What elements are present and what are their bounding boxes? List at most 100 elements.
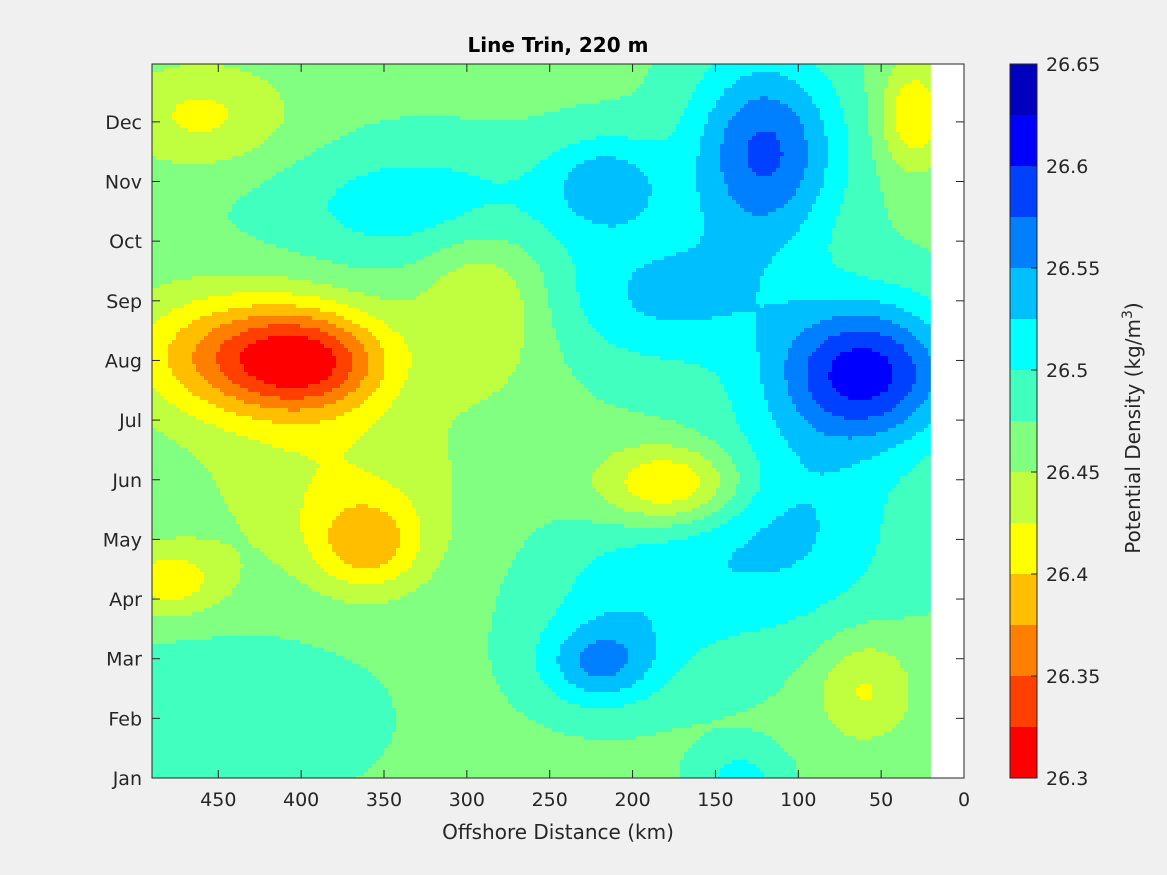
contour-cell xyxy=(872,84,877,89)
contour-cell xyxy=(816,152,821,157)
contour-cell xyxy=(412,116,417,121)
contour-cell xyxy=(776,72,781,77)
contour-cell xyxy=(476,160,481,165)
contour-cell xyxy=(612,132,617,137)
contour-cell xyxy=(672,124,677,129)
contour-cell xyxy=(320,100,325,105)
contour-cell xyxy=(740,76,745,81)
contour-cell xyxy=(712,80,717,85)
contour-cell xyxy=(704,148,709,153)
contour-cell xyxy=(864,148,869,153)
contour-cell xyxy=(556,96,561,101)
contour-cell xyxy=(920,64,925,69)
contour-cell xyxy=(204,120,209,125)
contour-cell xyxy=(760,100,765,105)
contour-cell xyxy=(756,132,761,137)
contour-cell xyxy=(164,124,169,129)
contour-cell xyxy=(480,144,485,149)
contour-cell xyxy=(672,112,677,117)
contour-cell xyxy=(588,104,593,109)
contour-cell xyxy=(652,156,657,161)
contour-cell xyxy=(672,108,677,113)
contour-cell xyxy=(416,112,421,117)
contour-cell xyxy=(408,76,413,81)
contour-cell xyxy=(832,128,837,133)
contour-cell xyxy=(216,128,221,133)
contour-cell xyxy=(436,152,441,157)
contour-cell xyxy=(356,72,361,77)
contour-cell xyxy=(500,160,505,165)
contour-cell xyxy=(532,152,537,157)
contour-cell xyxy=(520,156,525,161)
contour-cell xyxy=(316,80,321,85)
contour-cell xyxy=(508,160,513,165)
contour-cell xyxy=(308,104,313,109)
contour-cell xyxy=(572,68,577,73)
contour-cell xyxy=(676,72,681,77)
contour-cell xyxy=(680,104,685,109)
contour-cell xyxy=(844,140,849,145)
contour-cell xyxy=(848,120,853,125)
contour-cell xyxy=(900,76,905,81)
contour-cell xyxy=(288,108,293,113)
contour-cell xyxy=(412,144,417,149)
contour-cell xyxy=(640,160,645,165)
contour-cell xyxy=(904,144,909,149)
contour-cell xyxy=(504,104,509,109)
contour-cell xyxy=(440,136,445,141)
contour-cell xyxy=(724,72,729,77)
contour-cell xyxy=(272,112,277,117)
contour-cell xyxy=(312,64,317,69)
contour-cell xyxy=(364,96,369,101)
contour-cell xyxy=(156,148,161,153)
contour-cell xyxy=(188,132,193,137)
contour-cell xyxy=(428,100,433,105)
contour-cell xyxy=(416,120,421,125)
contour-cell xyxy=(628,92,633,97)
contour-cell xyxy=(360,100,365,105)
contour-cell xyxy=(448,92,453,97)
contour-cell xyxy=(608,124,613,129)
contour-cell xyxy=(388,96,393,101)
contour-cell xyxy=(272,160,277,165)
contour-cell xyxy=(748,76,753,81)
contour-cell xyxy=(540,116,545,121)
contour-cell xyxy=(804,144,809,149)
contour-cell xyxy=(196,88,201,93)
contour-cell xyxy=(788,100,793,105)
contour-cell xyxy=(348,100,353,105)
contour-cell xyxy=(160,140,165,145)
contour-cell xyxy=(252,72,257,77)
contour-cell xyxy=(448,120,453,125)
contour-cell xyxy=(656,120,661,125)
contour-cell xyxy=(512,88,517,93)
contour-cell xyxy=(696,108,701,113)
contour-cell xyxy=(508,116,513,121)
contour-cell xyxy=(316,128,321,133)
contour-cell xyxy=(688,80,693,85)
contour-cell xyxy=(720,76,725,81)
contour-cell xyxy=(496,148,501,153)
contour-cell xyxy=(540,140,545,145)
contour-cell xyxy=(896,88,901,93)
contour-cell xyxy=(460,132,465,137)
contour-cell xyxy=(244,124,249,129)
contour-cell xyxy=(660,152,665,157)
contour-cell xyxy=(460,112,465,117)
contour-cell xyxy=(792,96,797,101)
contour-cell xyxy=(808,148,813,153)
contour-cell xyxy=(672,104,677,109)
contour-cell xyxy=(728,136,733,141)
contour-cell xyxy=(280,112,285,117)
contour-cell xyxy=(488,156,493,161)
contour-cell xyxy=(160,72,165,77)
contour-cell xyxy=(916,128,921,133)
contour-cell xyxy=(508,136,513,141)
contour-cell xyxy=(524,76,529,81)
contour-cell xyxy=(756,68,761,73)
contour-cell xyxy=(428,140,433,145)
contour-cell xyxy=(748,100,753,105)
contour-cell xyxy=(716,108,721,113)
contour-cell xyxy=(332,100,337,105)
contour-cell xyxy=(736,68,741,73)
